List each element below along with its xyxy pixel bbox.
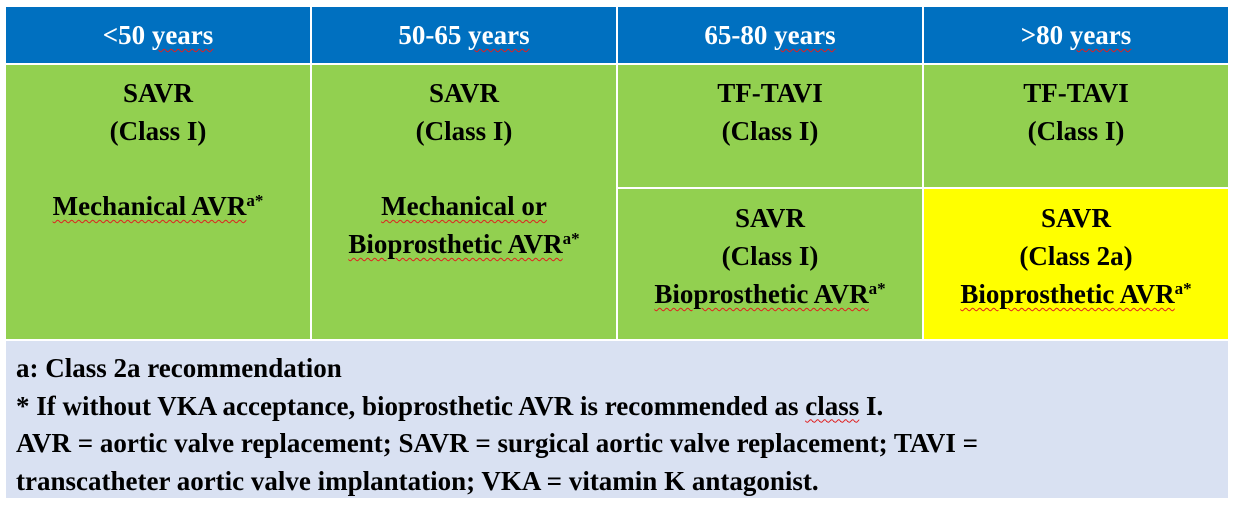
cell-valve-text: Mechanical or bbox=[381, 191, 547, 221]
cell-procedure: SAVR bbox=[734, 203, 806, 233]
header-age-range: 65-80 bbox=[704, 20, 768, 50]
cell-valve-type: Bioprosthetic AVRa* bbox=[618, 275, 922, 313]
footnote-asterisk: * If without VKA acceptance, bioprosthet… bbox=[16, 388, 1228, 426]
header-age-over-80: >80 years bbox=[924, 7, 1228, 63]
cell-65-80-tavi: TF-TAVI (Class I) bbox=[618, 65, 922, 187]
table-footnotes: a: Class 2a recommendation * If without … bbox=[6, 341, 1228, 498]
cell-class: (Class I) bbox=[721, 241, 819, 271]
header-age-range: >80 bbox=[1020, 20, 1064, 50]
cell-65-80-savr: SAVR (Class I) Bioprosthetic AVRa* bbox=[618, 189, 922, 339]
footnote-asterisk-end: I. bbox=[859, 390, 884, 421]
cell-footnote-marker: a* bbox=[868, 279, 886, 298]
cell-valve-type: Bioprosthetic AVRa* bbox=[924, 275, 1228, 313]
header-age-50-65: 50-65 years bbox=[312, 7, 616, 63]
cell-class: (Class I) bbox=[1027, 116, 1125, 146]
cell-procedure: SAVR bbox=[122, 78, 194, 108]
header-unit: years bbox=[1069, 20, 1132, 50]
cell-class: (Class 2a) bbox=[1019, 241, 1133, 271]
cell-valve-text: Mechanical AVR bbox=[52, 191, 247, 221]
cell-footnote-marker: a* bbox=[562, 229, 580, 248]
cell-procedure: TF-TAVI bbox=[717, 78, 823, 108]
footnote-asterisk-text: * If without VKA acceptance, bioprosthet… bbox=[16, 390, 806, 421]
header-age-range: <50 bbox=[102, 20, 146, 50]
cell-valve-type: Mechanical or bbox=[312, 187, 616, 225]
cell-procedure: SAVR bbox=[1040, 203, 1112, 233]
header-age-range: 50-65 bbox=[398, 20, 462, 50]
cell-50-65: SAVR (Class I) Mechanical or Bioprosthet… bbox=[312, 65, 616, 339]
cell-under-50: SAVR (Class I) Mechanical AVRa* bbox=[6, 65, 310, 339]
header-age-65-80: 65-80 years bbox=[618, 7, 922, 63]
cell-valve-text: Bioprosthetic AVR bbox=[960, 279, 1175, 309]
footnote-abbreviations-1: AVR = aortic valve replacement; SAVR = s… bbox=[16, 428, 979, 458]
cell-footnote-marker: a* bbox=[246, 191, 264, 210]
cell-over-80-savr: SAVR (Class 2a) Bioprosthetic AVRa* bbox=[924, 189, 1228, 339]
cell-over-80-tavi: TF-TAVI (Class I) bbox=[924, 65, 1228, 187]
cell-valve-type: Bioprosthetic AVRa* bbox=[312, 225, 616, 263]
header-unit: years bbox=[774, 20, 836, 50]
cell-footnote-marker: a* bbox=[1174, 279, 1192, 298]
cell-valve-text: Bioprosthetic AVR bbox=[654, 279, 869, 309]
cell-class: (Class I) bbox=[721, 116, 819, 146]
recommendation-table: <50 years 50-65 years 65-80 years >80 ye… bbox=[6, 7, 1228, 504]
cell-class: (Class I) bbox=[415, 116, 513, 146]
header-unit: years bbox=[468, 20, 530, 50]
cell-valve-type: Mechanical AVRa* bbox=[6, 187, 310, 225]
cell-class: (Class I) bbox=[109, 116, 207, 146]
footnote-a: a: Class 2a recommendation bbox=[16, 353, 342, 383]
cell-procedure: TF-TAVI bbox=[1023, 78, 1129, 108]
cell-procedure: SAVR bbox=[428, 78, 500, 108]
cell-valve-text: Bioprosthetic AVR bbox=[348, 229, 563, 259]
footnote-asterisk-word: class bbox=[805, 390, 860, 421]
footnote-abbreviations-2: transcatheter aortic valve implantation;… bbox=[16, 465, 819, 496]
header-age-under-50: <50 years bbox=[6, 7, 310, 63]
header-unit: years bbox=[151, 20, 214, 50]
